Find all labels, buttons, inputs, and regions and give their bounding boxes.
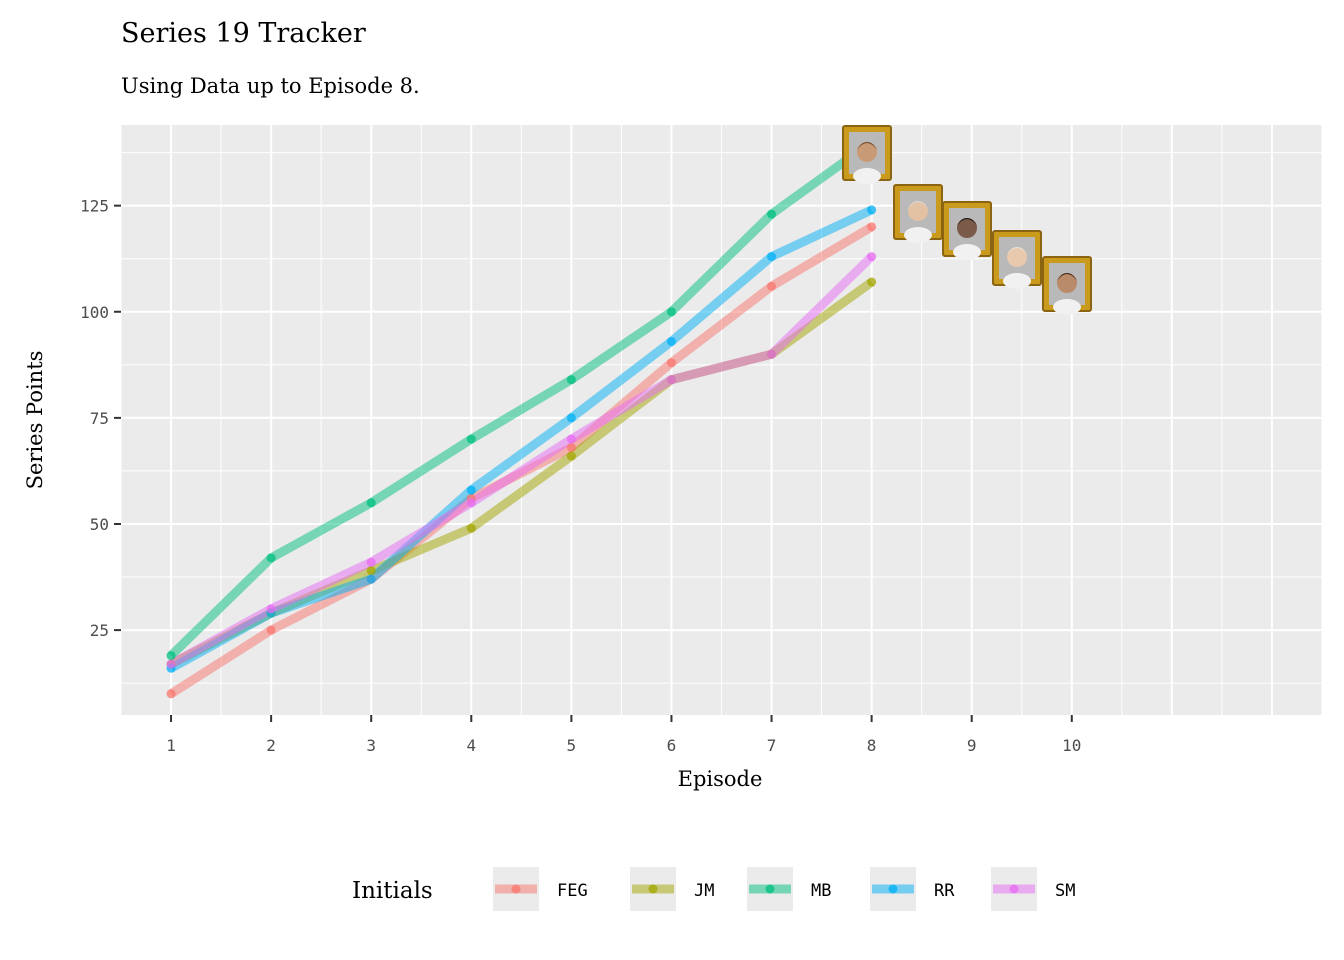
- data-point-feg: [867, 222, 877, 232]
- legend-point-sm: [1009, 884, 1019, 894]
- portrait-face: [957, 218, 977, 238]
- legend-label-jm: JM: [694, 881, 714, 901]
- portrait-body: [953, 244, 981, 260]
- data-point-jm: [366, 566, 376, 576]
- legend: Initials FEG JM MB RR SM: [352, 867, 1075, 911]
- data-point-mb: [466, 434, 476, 444]
- portrait-hair: [1057, 273, 1077, 281]
- y-axis-title: Series Points: [23, 351, 47, 490]
- legend-point-mb: [765, 884, 775, 894]
- portrait-hair: [908, 201, 928, 209]
- portrait-hair: [857, 142, 877, 150]
- data-point-mb: [266, 553, 276, 563]
- data-point-feg: [166, 689, 176, 699]
- y-axis: 25 50 75 100 125: [80, 197, 121, 640]
- x-tick-label: 6: [667, 736, 677, 755]
- legend-point-feg: [511, 884, 521, 894]
- data-point-jm: [867, 277, 877, 287]
- data-point-sm: [266, 604, 276, 614]
- contestant-portrait-icon: [992, 230, 1042, 289]
- y-tick-label: 75: [90, 409, 109, 428]
- data-point-feg: [666, 358, 676, 368]
- portraits: [842, 125, 1092, 315]
- x-tick-label: 8: [867, 736, 877, 755]
- grid-minor: [120, 125, 1323, 715]
- data-point-sm: [566, 434, 576, 444]
- x-tick-label: 2: [266, 736, 276, 755]
- grid-major: [121, 125, 1322, 715]
- x-axis-title: Episode: [678, 767, 763, 791]
- portrait-body: [853, 168, 881, 184]
- data-point-mb: [566, 375, 576, 385]
- data-point-rr: [366, 574, 376, 584]
- portrait-face: [857, 142, 877, 162]
- data-point-rr: [566, 413, 576, 423]
- x-axis: 1 2 3 4 5 6 7 8 9 10: [166, 715, 1081, 755]
- portrait-face: [1007, 247, 1027, 267]
- data-point-sm: [166, 659, 176, 669]
- portrait-face: [908, 201, 928, 221]
- series-line-mb: [167, 138, 875, 659]
- legend-title: Initials: [352, 878, 433, 904]
- data-point-feg: [767, 281, 777, 291]
- chart-title: Series 19 Tracker: [121, 18, 366, 49]
- contestant-portrait-icon: [1042, 256, 1092, 315]
- legend-label-mb: MB: [811, 881, 831, 901]
- series-line-sm: [168, 253, 875, 669]
- x-tick-label: 1: [166, 736, 176, 755]
- data-point-rr: [767, 252, 777, 262]
- portrait-hair: [1007, 247, 1027, 255]
- y-tick-label: 50: [90, 515, 109, 534]
- x-tick-label: 7: [767, 736, 777, 755]
- data-point-rr: [666, 336, 676, 346]
- y-tick-label: 100: [80, 303, 109, 322]
- legend-label-feg: FEG: [557, 881, 588, 901]
- legend-label-rr: RR: [934, 881, 955, 901]
- portrait-hair: [957, 218, 977, 226]
- x-tick-label: 10: [1062, 736, 1081, 755]
- y-tick-label: 125: [80, 197, 109, 216]
- legend-label-sm: SM: [1055, 881, 1075, 901]
- data-point-mb: [666, 307, 676, 317]
- series-points: [166, 137, 877, 699]
- data-point-sm: [666, 375, 676, 385]
- portrait-body: [1003, 273, 1031, 289]
- series-line-rr: [168, 205, 874, 673]
- data-point-feg: [266, 625, 276, 635]
- portrait-body: [1053, 299, 1081, 315]
- data-point-mb: [166, 651, 176, 661]
- y-tick-label: 25: [90, 621, 109, 640]
- series-lines: [167, 138, 875, 698]
- data-point-jm: [566, 451, 576, 461]
- data-point-rr: [466, 485, 476, 495]
- contestant-portrait-icon: [893, 184, 943, 243]
- chart-subtitle: Using Data up to Episode 8.: [121, 74, 420, 98]
- data-point-jm: [466, 523, 476, 533]
- data-point-feg: [566, 443, 576, 453]
- portrait-body: [904, 227, 932, 243]
- data-point-mb: [767, 209, 777, 219]
- legend-point-jm: [648, 884, 658, 894]
- contestant-portrait-icon: [842, 125, 892, 184]
- x-tick-label: 3: [366, 736, 376, 755]
- data-point-sm: [366, 557, 376, 567]
- data-point-sm: [867, 252, 877, 262]
- legend-point-rr: [888, 884, 898, 894]
- x-tick-label: 5: [567, 736, 577, 755]
- data-point-sm: [767, 349, 777, 359]
- contestant-portrait-icon: [942, 201, 992, 260]
- data-point-mb: [366, 498, 376, 508]
- x-tick-label: 4: [466, 736, 476, 755]
- portrait-face: [1057, 273, 1077, 293]
- data-point-rr: [867, 205, 877, 215]
- data-point-sm: [466, 498, 476, 508]
- x-tick-label: 9: [967, 736, 977, 755]
